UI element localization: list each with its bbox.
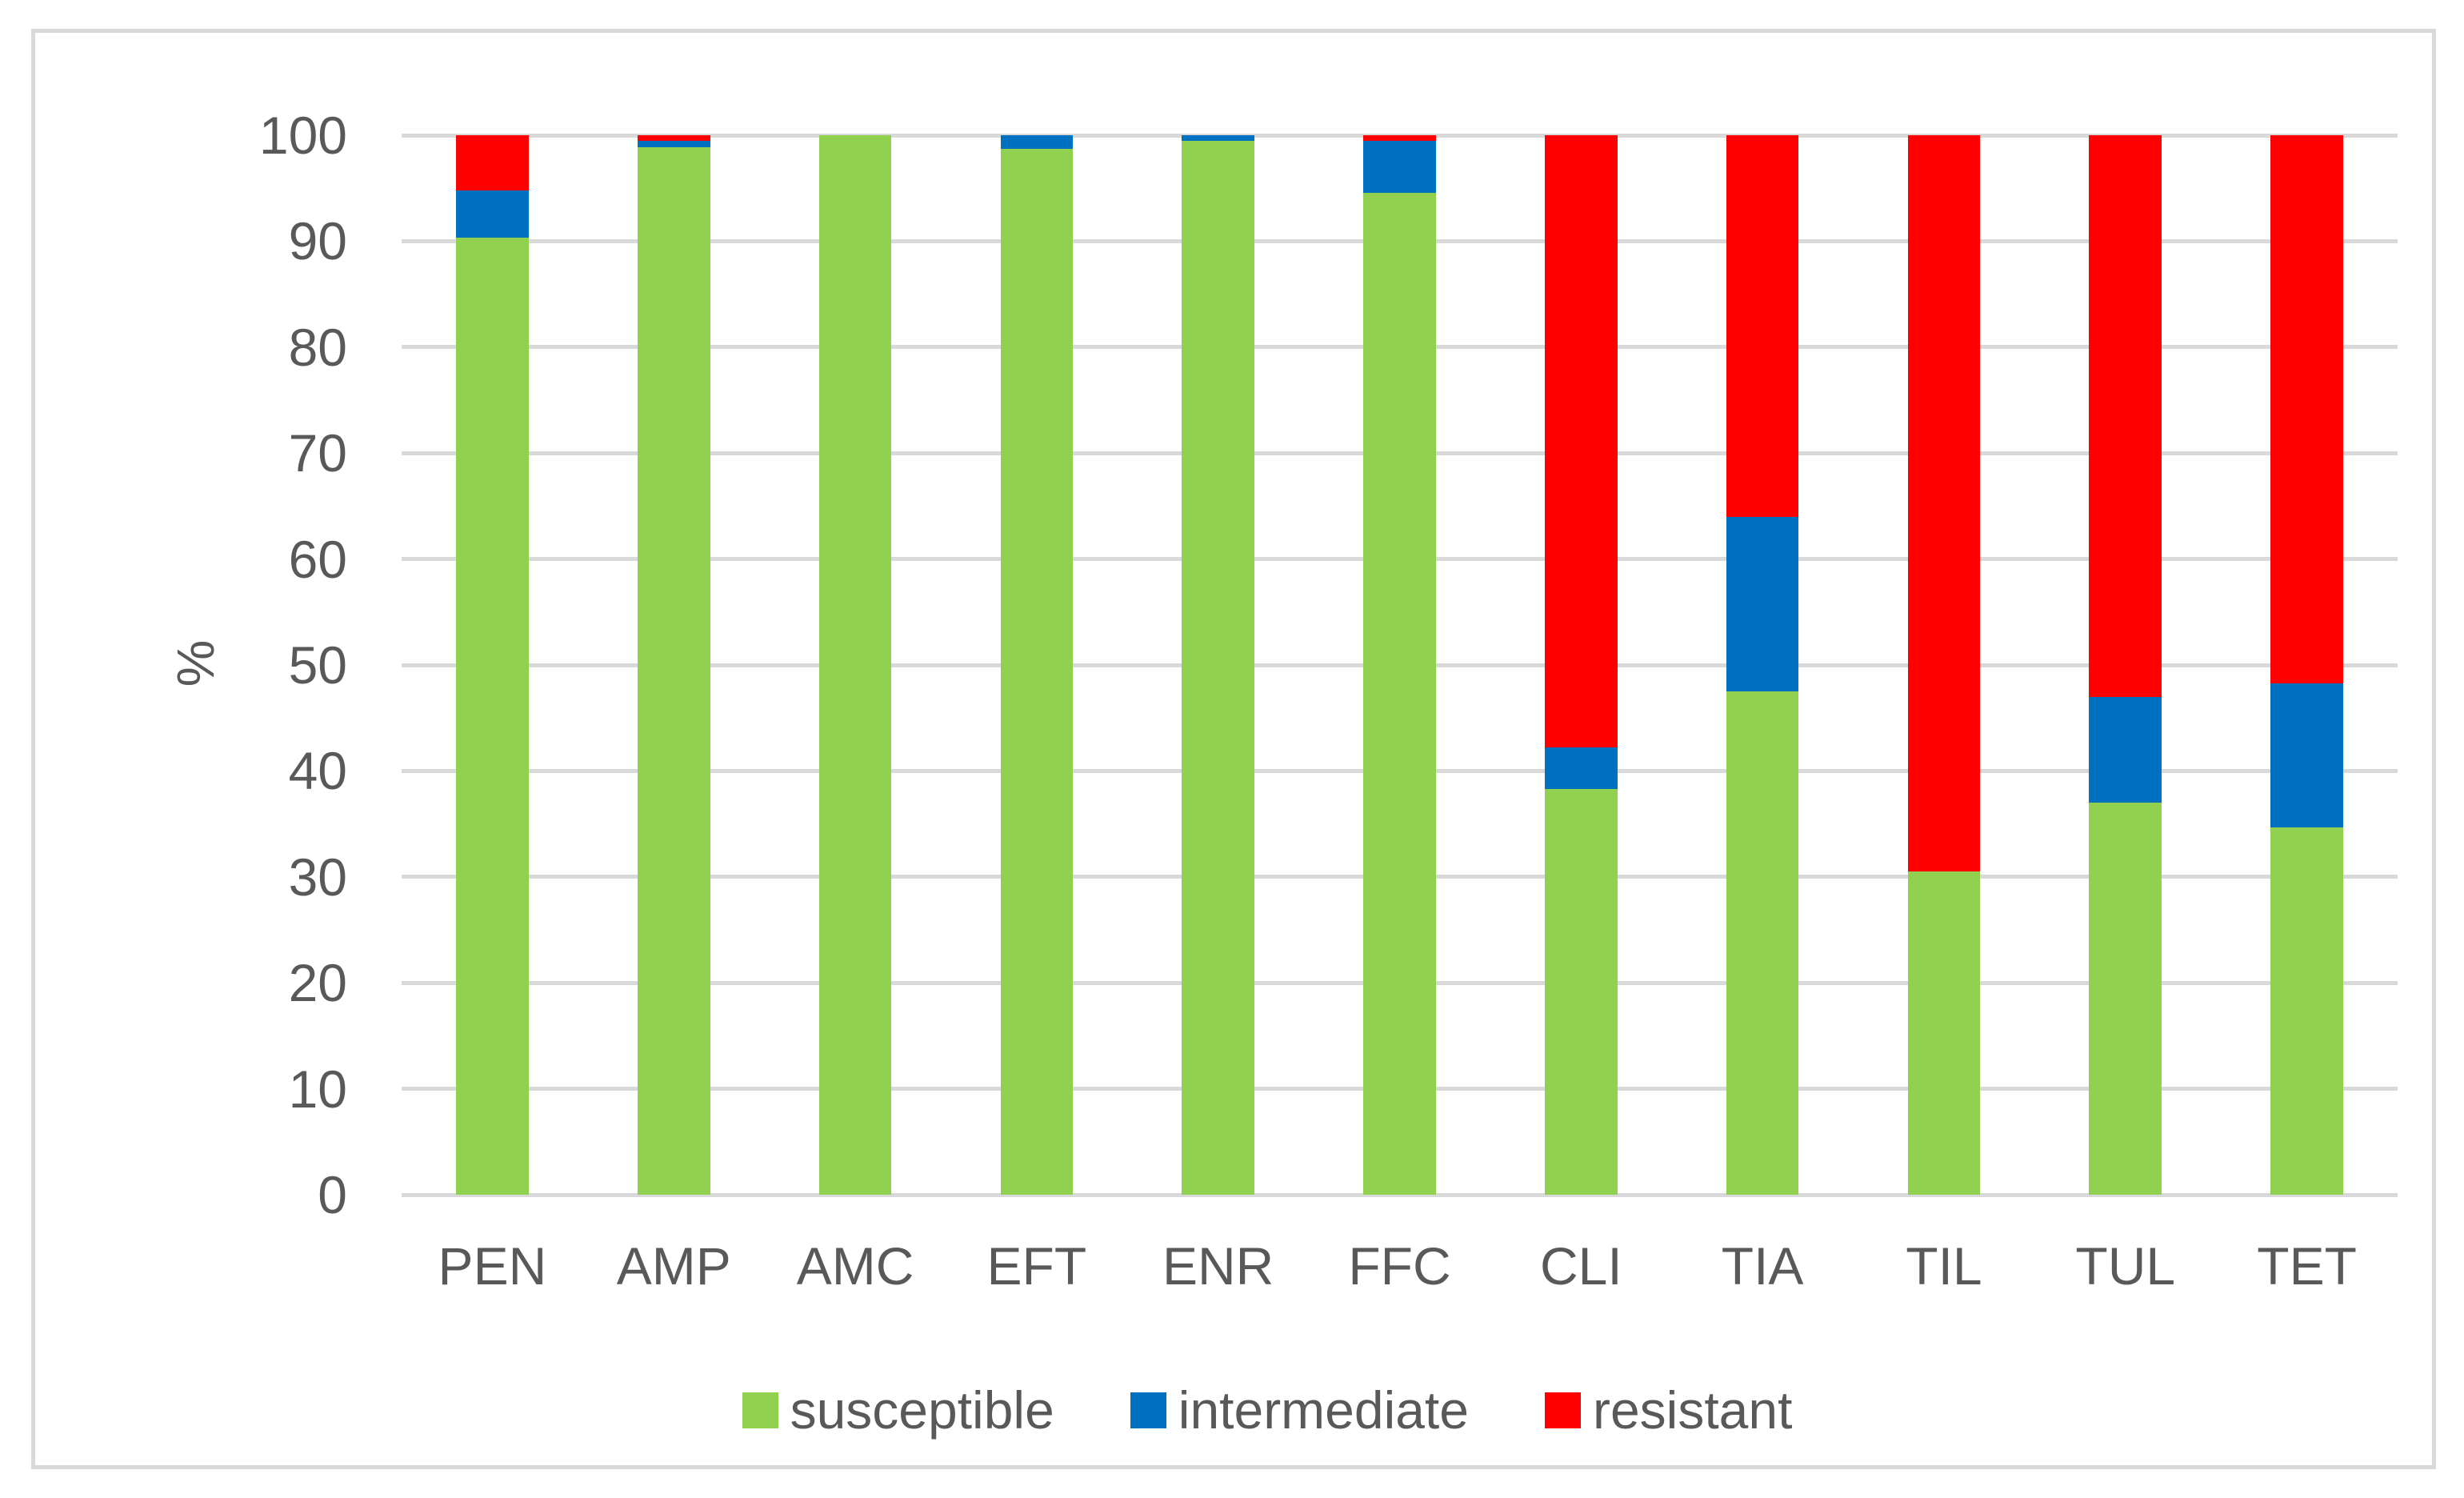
x-tick-label-tet: TET [2257, 1236, 2357, 1296]
bar-slot-amc [765, 135, 946, 1195]
bar-segment-resistant [1544, 135, 1618, 748]
bar-segment-susceptible [456, 238, 529, 1195]
legend-label: resistant [1592, 1380, 1793, 1440]
y-tick-label: 70 [288, 423, 347, 483]
bar-slot-cli [1490, 135, 1672, 1195]
stacked-bar-tia [1726, 135, 1799, 1195]
gridline [402, 133, 2398, 138]
bar-segment-intermediate [1182, 135, 1255, 141]
bar-slot-ffc [1309, 135, 1490, 1195]
bar-slot-til [1854, 135, 2035, 1195]
y-tick-label: 0 [318, 1165, 347, 1224]
bar-segment-intermediate [1726, 516, 1799, 692]
legend-label: intermediate [1178, 1380, 1469, 1440]
stacked-bar-pen [456, 135, 529, 1195]
y-tick-label: 60 [288, 529, 347, 589]
bar-segment-resistant [2270, 135, 2343, 683]
bar-segment-susceptible [2089, 803, 2162, 1195]
bar-slot-tul [2034, 135, 2216, 1195]
y-tick-label: 40 [288, 741, 347, 801]
bar-segment-intermediate [1000, 135, 1074, 150]
stacked-bar-til [1907, 135, 1981, 1195]
y-axis-title: % [166, 639, 225, 687]
x-tick-label-enr: ENR [1162, 1236, 1274, 1296]
legend-item-resistant: resistant [1544, 1380, 1793, 1440]
bar-segment-resistant [2089, 135, 2162, 697]
bar-segment-intermediate [1363, 140, 1436, 193]
x-tick-label-til: TIL [1906, 1236, 1982, 1296]
bar-segment-susceptible [2270, 827, 2343, 1195]
stacked-bar-amc [818, 135, 892, 1195]
y-tick-label: 80 [288, 317, 347, 377]
bar-segment-susceptible [1363, 192, 1436, 1195]
bar-segment-susceptible [818, 135, 892, 1195]
x-tick-label-cli: CLI [1539, 1236, 1622, 1296]
intermediate-swatch-icon [1130, 1392, 1166, 1428]
stacked-bar-cli [1544, 135, 1618, 1195]
bar-segment-intermediate [1544, 747, 1618, 789]
stacked-bar-enr [1182, 135, 1255, 1195]
y-tick-label: 100 [258, 106, 347, 165]
x-tick-label-amc: AMC [796, 1236, 914, 1296]
x-tick-label-pen: PEN [438, 1236, 547, 1296]
resistant-swatch-icon [1544, 1392, 1581, 1428]
x-axis-line [402, 1192, 2398, 1197]
y-tick-label: 50 [288, 635, 347, 695]
bar-segment-intermediate [2089, 696, 2162, 803]
bar-slot-amp [583, 135, 765, 1195]
bar-segment-susceptible [1000, 149, 1074, 1195]
bar-segment-intermediate [637, 140, 710, 147]
bar-slot-pen [402, 135, 583, 1195]
susceptible-swatch-icon [742, 1392, 778, 1428]
bar-segment-intermediate [456, 190, 529, 238]
bar-segment-susceptible [1544, 788, 1618, 1195]
x-tick-label-ffc: FFC [1348, 1236, 1451, 1296]
stacked-bar-tul [2089, 135, 2162, 1195]
x-tick-label-tul: TUL [2075, 1236, 2176, 1296]
bar-segment-susceptible [637, 146, 710, 1195]
bar-segment-resistant [1907, 135, 1981, 872]
stacked-bar-amp [637, 135, 710, 1195]
bar-segment-resistant [637, 135, 710, 141]
bar-slot-tia [1672, 135, 1854, 1195]
legend-item-susceptible: susceptible [742, 1382, 1054, 1438]
y-tick-label: 20 [288, 953, 347, 1013]
bar-segment-intermediate [2270, 683, 2343, 827]
legend-label: susceptible [790, 1380, 1054, 1440]
bar-segment-resistant [1726, 135, 1799, 517]
stacked-bar-ffc [1363, 135, 1436, 1195]
legend-item-intermediate: intermediate [1130, 1382, 1469, 1438]
x-tick-label-eft: EFT [986, 1236, 1087, 1296]
bar-slot-tet [2216, 135, 2398, 1195]
legend: susceptible intermediate resistant [67, 1382, 2464, 1438]
bar-slot-enr [1127, 135, 1309, 1195]
bar-slot-eft [946, 135, 1127, 1195]
chart-frame: 0 10 20 30 40 50 60 70 80 90 100 % PEN AMP AMC EFT ENR… [31, 29, 2436, 1469]
stacked-bar-tet [2270, 135, 2343, 1195]
y-tick-label: 90 [288, 211, 347, 271]
bar-segment-susceptible [1726, 691, 1799, 1195]
y-tick-label: 10 [288, 1059, 347, 1119]
bar-segment-resistant [456, 135, 529, 190]
stacked-bar-eft [1000, 135, 1074, 1195]
bar-segment-susceptible [1182, 140, 1255, 1195]
plot-area [402, 133, 2398, 1197]
bar-segment-resistant [1363, 135, 1436, 141]
x-tick-label-amp: AMP [616, 1236, 731, 1296]
bar-segment-susceptible [1907, 871, 1981, 1195]
x-tick-label-tia: TIA [1721, 1236, 1804, 1296]
y-tick-label: 30 [288, 847, 347, 907]
